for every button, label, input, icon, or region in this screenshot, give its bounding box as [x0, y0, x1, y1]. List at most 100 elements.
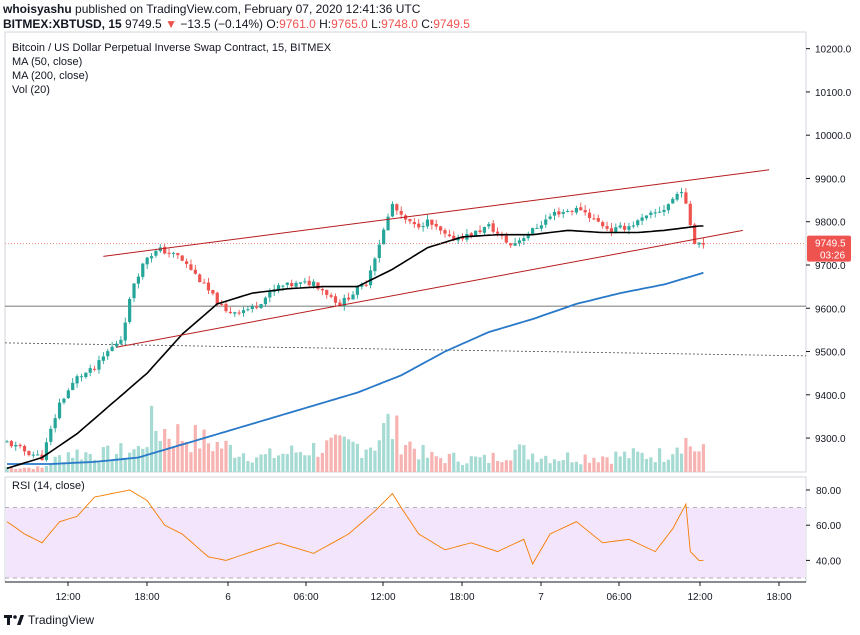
volume-bar	[66, 452, 70, 472]
candle-body	[566, 211, 570, 213]
volume-bars	[5, 405, 706, 472]
candle-body	[79, 376, 84, 378]
volume-bar	[671, 454, 675, 472]
candle	[373, 256, 377, 276]
volume-bar	[368, 447, 373, 472]
open-label: O:	[266, 17, 280, 31]
candle	[487, 222, 491, 230]
volume-bar	[390, 439, 395, 472]
candle-body	[487, 224, 491, 227]
candle	[566, 209, 570, 213]
candle	[53, 414, 57, 433]
volume-bar	[355, 443, 359, 472]
candle-body	[342, 297, 346, 307]
y-tick-label: 9600.0	[815, 304, 846, 315]
candle	[684, 188, 688, 204]
volume-bar	[281, 453, 285, 472]
candle-body	[447, 234, 451, 237]
volume-bar	[544, 455, 548, 472]
candle	[154, 248, 158, 258]
candle	[128, 296, 132, 324]
candle	[675, 191, 679, 202]
volume-bar	[482, 454, 487, 472]
candle-body	[596, 218, 600, 222]
candle	[27, 450, 31, 457]
candle-body	[658, 211, 662, 213]
last-price-label: 9749.5	[815, 239, 846, 250]
candle	[649, 210, 653, 219]
volume-bar	[408, 441, 412, 472]
volume-bar	[22, 467, 27, 472]
candle-body	[504, 235, 508, 243]
candle	[167, 248, 171, 258]
price-chart[interactable]: 10200.0 10100.0 10000.0 9900.0 9800.0 9700.0 9…	[0, 0, 860, 610]
candle-body	[298, 282, 303, 284]
volume-bar	[425, 457, 430, 472]
candle-body	[163, 246, 167, 254]
candle-body	[224, 303, 228, 312]
volume-bar	[364, 449, 368, 472]
ma50-line	[6, 225, 704, 470]
candle-body	[587, 212, 592, 219]
volume-bar	[439, 458, 443, 472]
volume-bar	[276, 455, 281, 472]
candle	[469, 232, 473, 239]
candle	[36, 450, 40, 456]
candle-body	[119, 339, 123, 344]
volume-bar	[421, 444, 425, 472]
x-tick-label: 7	[538, 592, 544, 603]
candle	[233, 311, 237, 318]
candle	[93, 365, 97, 372]
volume-bar	[110, 460, 114, 472]
candle-body	[285, 282, 289, 285]
candle-body	[627, 226, 631, 230]
candle-body	[535, 227, 539, 229]
high-value: 9765.0	[331, 17, 368, 31]
candle	[9, 440, 13, 448]
candle-body	[97, 360, 101, 370]
volume-bar	[399, 454, 403, 472]
candle-body	[93, 368, 97, 370]
volume-bar	[272, 457, 276, 472]
volume-bar	[382, 423, 386, 472]
candle	[110, 341, 114, 352]
candle-body	[303, 281, 307, 283]
candle-body	[443, 230, 447, 234]
candle-body	[347, 297, 351, 300]
candle-body	[548, 216, 552, 219]
y-tick-label: 9700.0	[815, 261, 846, 272]
volume-bar	[149, 405, 154, 472]
y-tick-label: 9500.0	[815, 348, 846, 359]
volume-bar	[180, 440, 184, 472]
candle-body	[417, 223, 421, 228]
candle	[403, 213, 408, 224]
candle-body	[132, 283, 136, 299]
candle	[84, 372, 88, 379]
candle	[509, 242, 513, 248]
volume-bar	[237, 456, 241, 472]
volume-bar	[447, 453, 451, 472]
candle	[618, 222, 622, 229]
volume-bar	[106, 445, 110, 472]
candle	[443, 228, 447, 238]
high-label: H:	[319, 17, 332, 31]
candle-body	[469, 233, 473, 237]
candle-body	[49, 428, 53, 442]
footer-brand[interactable]: TradingView	[4, 613, 94, 627]
x-tick-label: 06:00	[293, 592, 318, 603]
candle-body	[255, 306, 259, 308]
volume-bar	[189, 452, 193, 472]
candle-body	[452, 235, 456, 241]
candle-body	[206, 282, 211, 291]
candle	[386, 213, 390, 231]
volume-bar	[430, 451, 434, 472]
candle	[294, 280, 298, 288]
volume-bar	[184, 441, 189, 472]
volume-bar	[193, 424, 197, 472]
candle-body	[478, 230, 482, 233]
y-tick-label: 9800.0	[815, 218, 846, 229]
volume-bar	[377, 440, 381, 472]
candle-body	[609, 228, 614, 232]
volume-bar	[658, 448, 662, 472]
candle	[145, 256, 149, 270]
